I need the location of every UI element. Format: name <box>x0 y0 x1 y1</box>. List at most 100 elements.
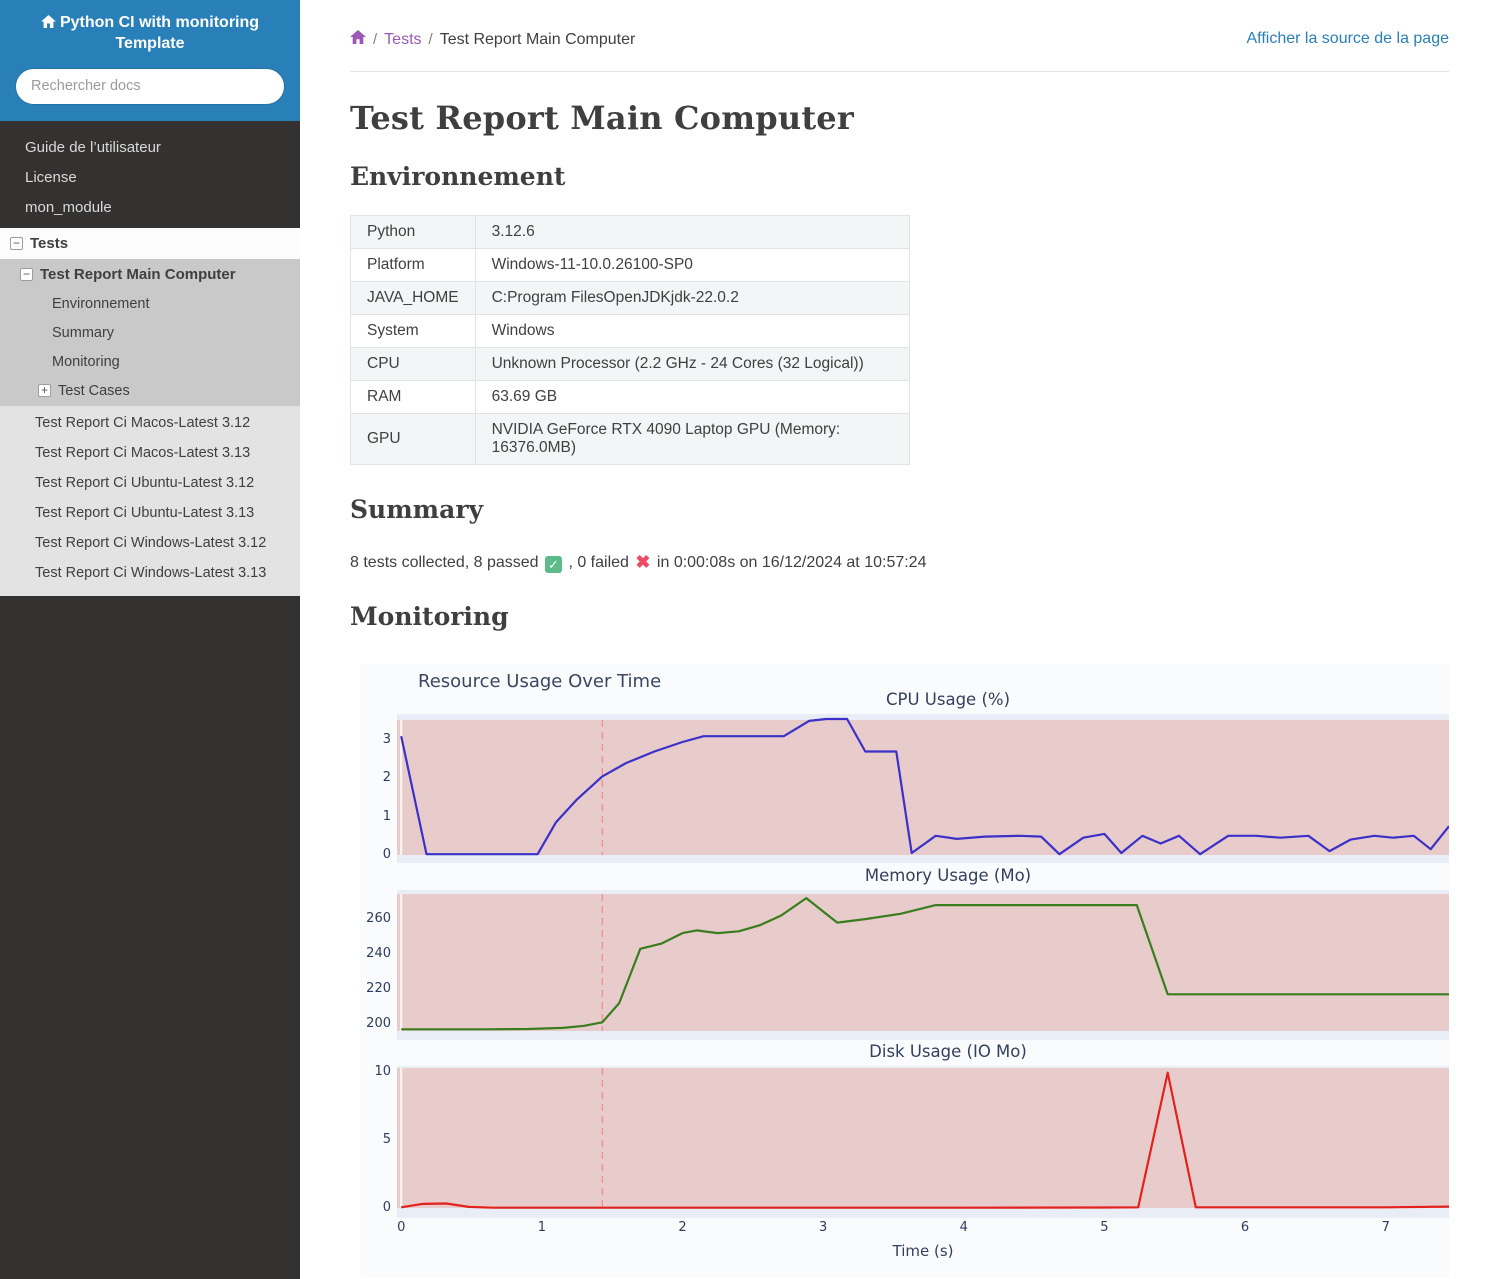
sidebar-item-tests-label: Tests <box>30 235 68 252</box>
y-tick-label: 2 <box>360 770 391 786</box>
breadcrumb: / Tests / Test Report Main Computer <box>350 30 635 49</box>
table-row: SystemWindows <box>351 315 910 348</box>
x-tick-label: 0 <box>381 1220 421 1235</box>
view-page-source-link[interactable]: Afficher la source de la page <box>1247 30 1450 48</box>
env-value: Windows <box>475 315 909 348</box>
env-key: JAVA_HOME <box>351 282 476 315</box>
breadcrumb-separator: / <box>429 31 433 48</box>
memory-plot-area <box>397 890 1449 1040</box>
y-tick-label: 240 <box>360 946 391 962</box>
cpu-plot-area <box>397 714 1449 863</box>
home-icon <box>41 14 56 31</box>
summary-heading: Summary <box>350 495 1449 524</box>
sidebar-item-monitoring[interactable]: Monitoring <box>0 348 300 377</box>
cpu-subplot-title: CPU Usage (%) <box>447 690 1449 709</box>
table-row: RAM63.69 GB <box>351 381 910 414</box>
y-tick-label: 220 <box>360 981 391 997</box>
page-title: Test Report Main Computer <box>350 99 1449 137</box>
env-key: Python <box>351 216 476 249</box>
sidebar-sibling-pages: Test Report Ci Macos-Latest 3.12 Test Re… <box>0 406 300 596</box>
sidebar: Python CI with monitoring Template Guide… <box>0 0 300 1279</box>
sidebar-item-report-windows-313[interactable]: Test Report Ci Windows-Latest 3.13 <box>0 558 300 588</box>
monitoring-heading: Monitoring <box>350 602 1449 631</box>
project-home-link[interactable]: Python CI with monitoring Template <box>25 13 275 55</box>
summary-part1: 8 tests collected, 8 passed <box>350 554 543 571</box>
summary-text: 8 tests collected, 8 passed ✓ , 0 failed… <box>350 552 1449 573</box>
sidebar-item-report-macos-312[interactable]: Test Report Ci Macos-Latest 3.12 <box>0 408 300 438</box>
sidebar-item-tests[interactable]: −Tests <box>0 228 300 259</box>
sidebar-item-report-macos-313[interactable]: Test Report Ci Macos-Latest 3.13 <box>0 438 300 468</box>
collapse-icon[interactable]: − <box>10 237 23 250</box>
search-input[interactable] <box>15 68 285 105</box>
disk-plot-area <box>397 1066 1449 1218</box>
expand-icon[interactable]: + <box>38 384 51 397</box>
env-key: System <box>351 315 476 348</box>
env-key: RAM <box>351 381 476 414</box>
x-tick-label: 1 <box>522 1220 562 1235</box>
env-value: 63.69 GB <box>475 381 909 414</box>
collapse-icon[interactable]: − <box>20 268 33 281</box>
breadcrumb-current: Test Report Main Computer <box>440 31 636 48</box>
failed-cross-icon: ✖ <box>635 552 650 572</box>
summary-part3: in 0:00:08s on 16/12/2024 at 10:57:24 <box>652 554 926 571</box>
breadcrumb-divider <box>350 71 1449 72</box>
y-tick-label: 200 <box>360 1016 391 1032</box>
y-tick-label: 1 <box>360 809 391 825</box>
memory-subplot-title: Memory Usage (Mo) <box>447 866 1449 885</box>
env-key: CPU <box>351 348 476 381</box>
environment-table: Python3.12.6 PlatformWindows-11-10.0.261… <box>350 215 910 465</box>
x-axis-label: Time (s) <box>397 1242 1449 1260</box>
env-value: 3.12.6 <box>475 216 909 249</box>
sidebar-item-guide[interactable]: Guide de l’utilisateur <box>0 133 300 163</box>
table-row: JAVA_HOMEC:Program FilesOpenJDKjdk-22.0.… <box>351 282 910 315</box>
sidebar-item-test-report-main-label: Test Report Main Computer <box>40 266 236 283</box>
sidebar-item-report-ubuntu-312[interactable]: Test Report Ci Ubuntu-Latest 3.12 <box>0 468 300 498</box>
sidebar-item-mon-module[interactable]: mon_module <box>0 193 300 223</box>
sidebar-item-test-report-main[interactable]: −Test Report Main Computer <box>0 259 300 290</box>
x-tick-label: 6 <box>1225 1220 1265 1235</box>
y-tick-label: 0 <box>360 847 391 863</box>
passed-check-icon: ✓ <box>545 556 562 573</box>
sidebar-item-report-ubuntu-313[interactable]: Test Report Ci Ubuntu-Latest 3.13 <box>0 498 300 528</box>
table-row: Python3.12.6 <box>351 216 910 249</box>
table-row: CPUUnknown Processor (2.2 GHz - 24 Cores… <box>351 348 910 381</box>
home-icon <box>350 30 366 44</box>
env-value: Unknown Processor (2.2 GHz - 24 Cores (3… <box>475 348 909 381</box>
table-row: PlatformWindows-11-10.0.26100-SP0 <box>351 249 910 282</box>
breadcrumb-separator: / <box>373 31 377 48</box>
summary-part2: , 0 failed <box>564 554 633 571</box>
sidebar-item-test-cases-label: Test Cases <box>58 383 130 399</box>
y-tick-label: 5 <box>360 1132 391 1148</box>
breadcrumb-tests-link[interactable]: Tests <box>384 31 421 48</box>
x-tick-label: 5 <box>1084 1220 1124 1235</box>
table-row: GPUNVIDIA GeForce RTX 4090 Laptop GPU (M… <box>351 414 910 465</box>
breadcrumb-home-link[interactable] <box>350 31 366 48</box>
y-tick-label: 3 <box>360 732 391 748</box>
env-key: Platform <box>351 249 476 282</box>
sidebar-item-report-windows-312[interactable]: Test Report Ci Windows-Latest 3.12 <box>0 528 300 558</box>
project-title: Python CI with monitoring Template <box>60 14 259 52</box>
sidebar-nav: Guide de l’utilisateur License mon_modul… <box>0 121 300 596</box>
search-box <box>12 68 288 105</box>
y-tick-label: 10 <box>360 1064 391 1080</box>
x-tick-label: 7 <box>1366 1220 1406 1235</box>
sidebar-item-license[interactable]: License <box>0 163 300 193</box>
chart-title: Resource Usage Over Time <box>418 671 661 692</box>
sidebar-item-summary[interactable]: Summary <box>0 319 300 348</box>
document: Test Report Main Computer Environnement … <box>300 99 1500 1279</box>
disk-subplot-title: Disk Usage (IO Mo) <box>447 1042 1449 1061</box>
y-tick-label: 260 <box>360 911 391 927</box>
environment-heading: Environnement <box>350 162 1449 191</box>
sidebar-header: Python CI with monitoring Template <box>0 0 300 121</box>
env-value: Windows-11-10.0.26100-SP0 <box>475 249 909 282</box>
topbar: / Tests / Test Report Main Computer Affiche… <box>300 0 1500 49</box>
env-value: NVIDIA GeForce RTX 4090 Laptop GPU (Memo… <box>475 414 909 465</box>
sidebar-current-section: −Test Report Main Computer Environnement… <box>0 259 300 406</box>
monitoring-chart: Resource Usage Over Time CPU Usage (%) M… <box>360 664 1449 1277</box>
env-key: GPU <box>351 414 476 465</box>
main-content: / Tests / Test Report Main Computer Affiche… <box>300 0 1500 1279</box>
sidebar-item-environnement[interactable]: Environnement <box>0 290 300 319</box>
env-value: C:Program FilesOpenJDKjdk-22.0.2 <box>475 282 909 315</box>
x-tick-label: 4 <box>944 1220 984 1235</box>
sidebar-item-test-cases[interactable]: + Test Cases <box>0 377 300 406</box>
